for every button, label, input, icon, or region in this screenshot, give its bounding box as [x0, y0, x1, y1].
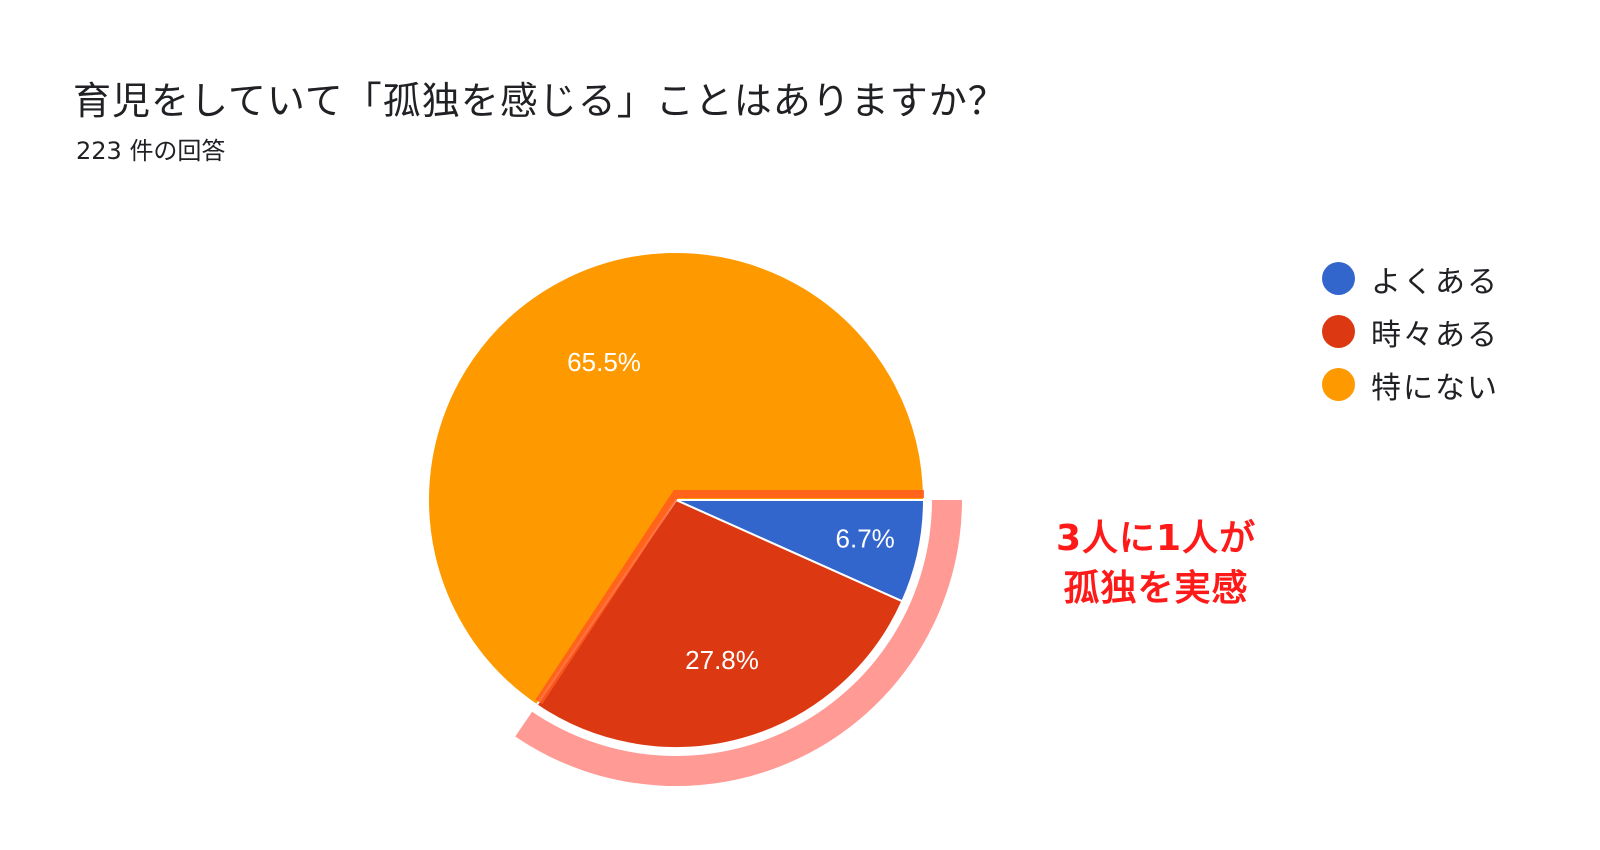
slice-tokuninai[interactable] [427, 251, 926, 707]
slice-label-tokidokiaru: 27.8% [685, 645, 759, 675]
slice-label-tokuninai: 65.5% [567, 347, 641, 377]
slice-tokidokiaru[interactable] [535, 498, 904, 749]
highlight-band [515, 500, 962, 786]
page-title: 育児をしていて「孤独を感じる」ことはありますか？ [73, 79, 1007, 123]
slice-label-yokuaru: 6.7% [836, 523, 895, 553]
legend-item-tokidokiaru[interactable]: 時々ある [1322, 305, 1499, 358]
legend-swatch [1322, 315, 1355, 348]
annotation-line-2: 孤独を実感 [1063, 568, 1249, 609]
annotation-line-1: 3人に1人が [1056, 518, 1257, 559]
highlight-arc [515, 500, 962, 786]
legend-item-tokuninai[interactable]: 特にない [1322, 358, 1499, 411]
response-count: 223 件の回答 [76, 137, 226, 165]
legend-swatch [1322, 262, 1355, 295]
slice-labels: 6.7% 27.8% 65.5% [567, 347, 895, 675]
legend-swatch [1322, 368, 1355, 401]
highlight-edge [535, 490, 924, 705]
legend-label: 時々ある [1371, 317, 1499, 353]
legend-item-yokuaru[interactable]: よくある [1322, 252, 1499, 305]
pie-slices [427, 251, 926, 749]
legend-label: よくある [1371, 264, 1499, 300]
legend: よくある 時々ある 特にない [1322, 252, 1499, 411]
annotation-callout: 3人に1人が 孤独を実感 [1056, 514, 1256, 614]
legend-label: 特にない [1371, 370, 1499, 406]
